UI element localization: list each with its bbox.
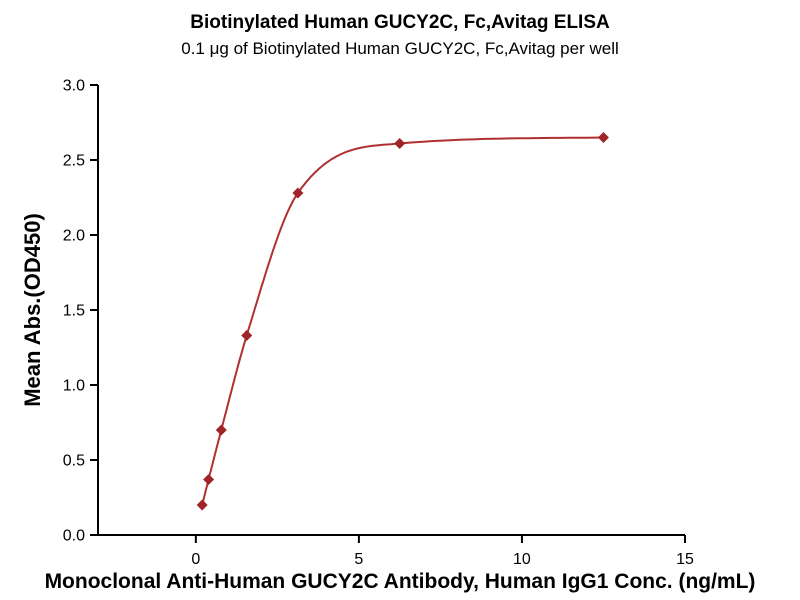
data-point-marker [241, 330, 253, 341]
x-tick-label: 15 [676, 551, 694, 567]
y-tick-label: 2.0 [63, 228, 85, 245]
chart-subtitle: 0.1 μg of Biotinylated Human GUCY2C, Fc,… [181, 39, 619, 58]
y-tick-label: 1.0 [63, 378, 85, 395]
y-tick-label: 1.5 [63, 303, 85, 320]
data-point-marker [394, 138, 406, 149]
data-point-marker [203, 474, 215, 485]
y-axis-title: Mean Abs.(OD450) [20, 213, 45, 407]
y-tick-label: 0.5 [63, 453, 85, 470]
data-point-marker [597, 132, 609, 143]
data-point-marker [292, 187, 304, 199]
x-tick-label: 5 [354, 551, 363, 567]
y-tick-label: 0.0 [63, 528, 85, 545]
elisa-binding-curve-chart: 0 5 10 15 0.0 0.5 1.0 1.5 2.0 2.5 3.0 Mean Abs.(OD4… [20, 78, 694, 568]
y-tick-label: 3.0 [63, 78, 85, 95]
y-tick-label: 2.5 [63, 153, 85, 170]
data-point-marker [215, 424, 227, 436]
x-tick-label: 10 [513, 551, 531, 567]
data-point-marker [196, 499, 208, 511]
chart-title: Biotinylated Human GUCY2C, Fc,Avitag ELI… [190, 12, 610, 33]
x-axis-title: Monoclonal Anti-Human GUCY2C Antibody, H… [44, 570, 756, 593]
fit-curve [201, 136, 605, 506]
x-tick-label: 0 [191, 551, 200, 567]
